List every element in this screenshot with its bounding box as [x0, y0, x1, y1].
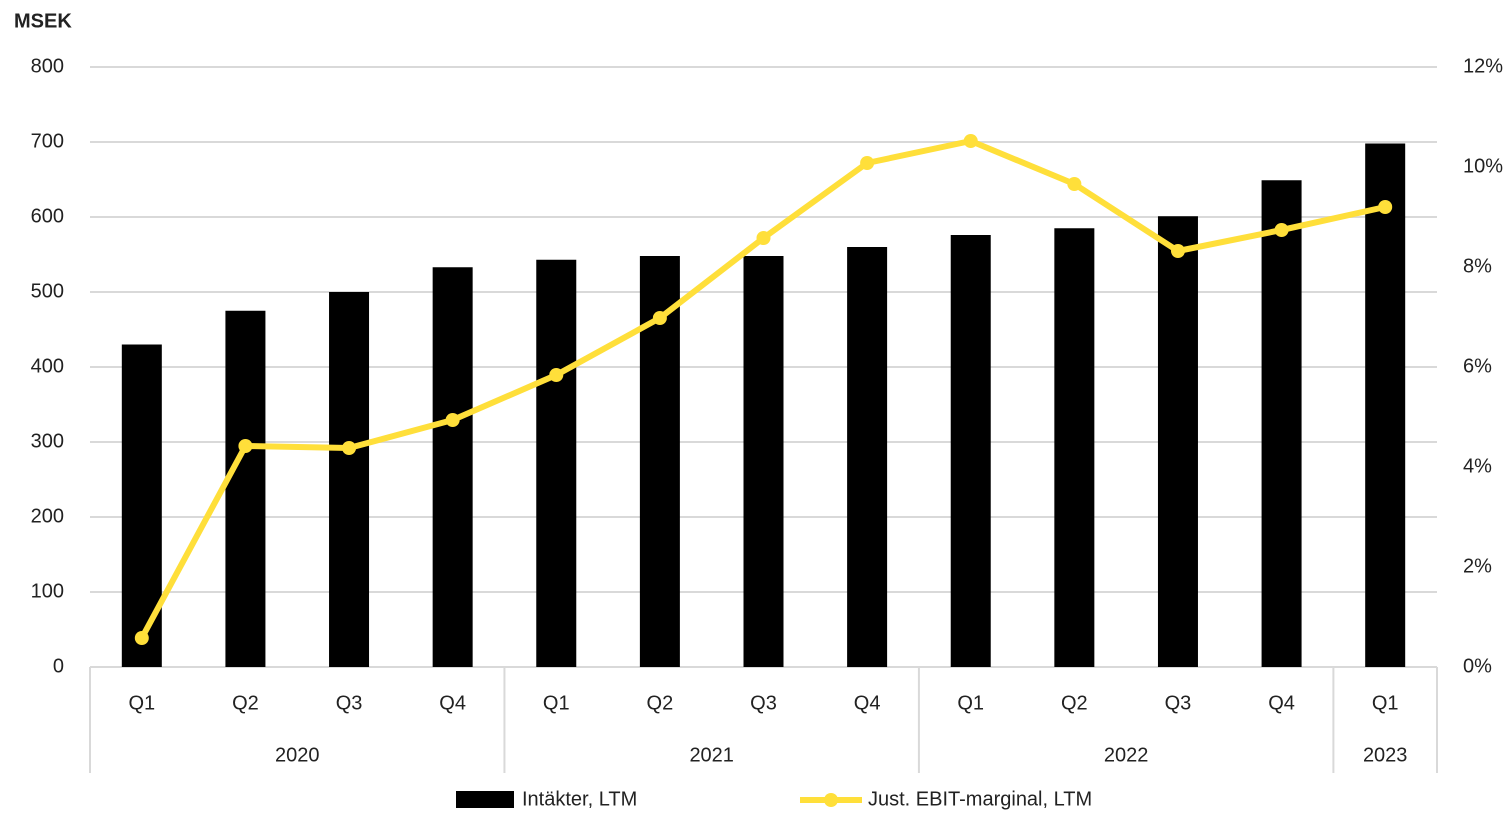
x-tick-label: Q1	[1372, 692, 1399, 714]
y-tick-label: 800	[31, 55, 64, 77]
y-tick-label: 0	[53, 655, 64, 677]
y-tick-label: 100	[31, 580, 64, 602]
line-marker	[756, 231, 771, 245]
x-tick-label: Q4	[854, 692, 881, 714]
y2-tick-label: 12%	[1463, 55, 1503, 77]
line-marker	[1378, 200, 1393, 214]
y2-tick-label: 4%	[1463, 455, 1492, 477]
x-tick-label: Q1	[957, 692, 984, 714]
y-axis-title: MSEK	[14, 10, 72, 32]
bar	[1054, 228, 1095, 667]
bar	[536, 259, 577, 667]
x-tick-label: Q2	[232, 692, 259, 714]
y-tick-label: 700	[31, 130, 64, 152]
bar	[1365, 143, 1406, 667]
y2-tick-label: 10%	[1463, 155, 1503, 177]
bar	[1157, 216, 1198, 667]
line-marker	[1067, 177, 1082, 191]
x-tick-label: Q3	[1165, 692, 1192, 714]
group-label: 2021	[689, 744, 734, 766]
bar	[329, 292, 370, 667]
y-tick-label: 200	[31, 505, 64, 527]
line-marker	[238, 439, 253, 453]
x-tick-label: Q1	[128, 692, 155, 714]
bar	[847, 247, 888, 667]
x-tick-label: Q2	[647, 692, 674, 714]
y-tick-label: 300	[31, 430, 64, 452]
x-tick-label: Q1	[543, 692, 570, 714]
legend-swatch	[456, 791, 514, 808]
legend-label: Just. EBIT-marginal, LTM	[868, 788, 1092, 810]
group-label: 2020	[275, 744, 320, 766]
bar	[743, 256, 784, 667]
bar	[950, 235, 991, 667]
line-marker	[1170, 244, 1185, 258]
x-tick-label: Q3	[336, 692, 363, 714]
bar	[432, 267, 473, 667]
bar	[121, 344, 162, 667]
group-label: 2022	[1104, 744, 1149, 766]
y2-tick-label: 8%	[1463, 255, 1492, 277]
legend-swatch	[824, 793, 838, 807]
y2-tick-label: 2%	[1463, 555, 1492, 577]
y-tick-label: 400	[31, 355, 64, 377]
y2-tick-label: 6%	[1463, 355, 1492, 377]
x-tick-label: Q2	[1061, 692, 1088, 714]
line-marker	[445, 413, 460, 427]
line-marker	[134, 631, 149, 645]
y2-tick-label: 0%	[1463, 655, 1492, 677]
line-marker	[860, 156, 875, 170]
line-marker	[549, 368, 564, 382]
group-label: 2023	[1363, 744, 1408, 766]
line-marker	[1274, 223, 1289, 237]
line-marker	[652, 311, 667, 325]
bar	[225, 310, 266, 667]
x-tick-label: Q3	[750, 692, 777, 714]
line-marker	[342, 441, 357, 455]
bar	[1261, 180, 1302, 667]
legend-label: Intäkter, LTM	[522, 788, 637, 810]
y-tick-label: 500	[31, 280, 64, 302]
y-tick-label: 600	[31, 205, 64, 227]
x-tick-label: Q4	[1268, 692, 1295, 714]
line-marker	[963, 134, 978, 148]
x-tick-label: Q4	[439, 692, 466, 714]
